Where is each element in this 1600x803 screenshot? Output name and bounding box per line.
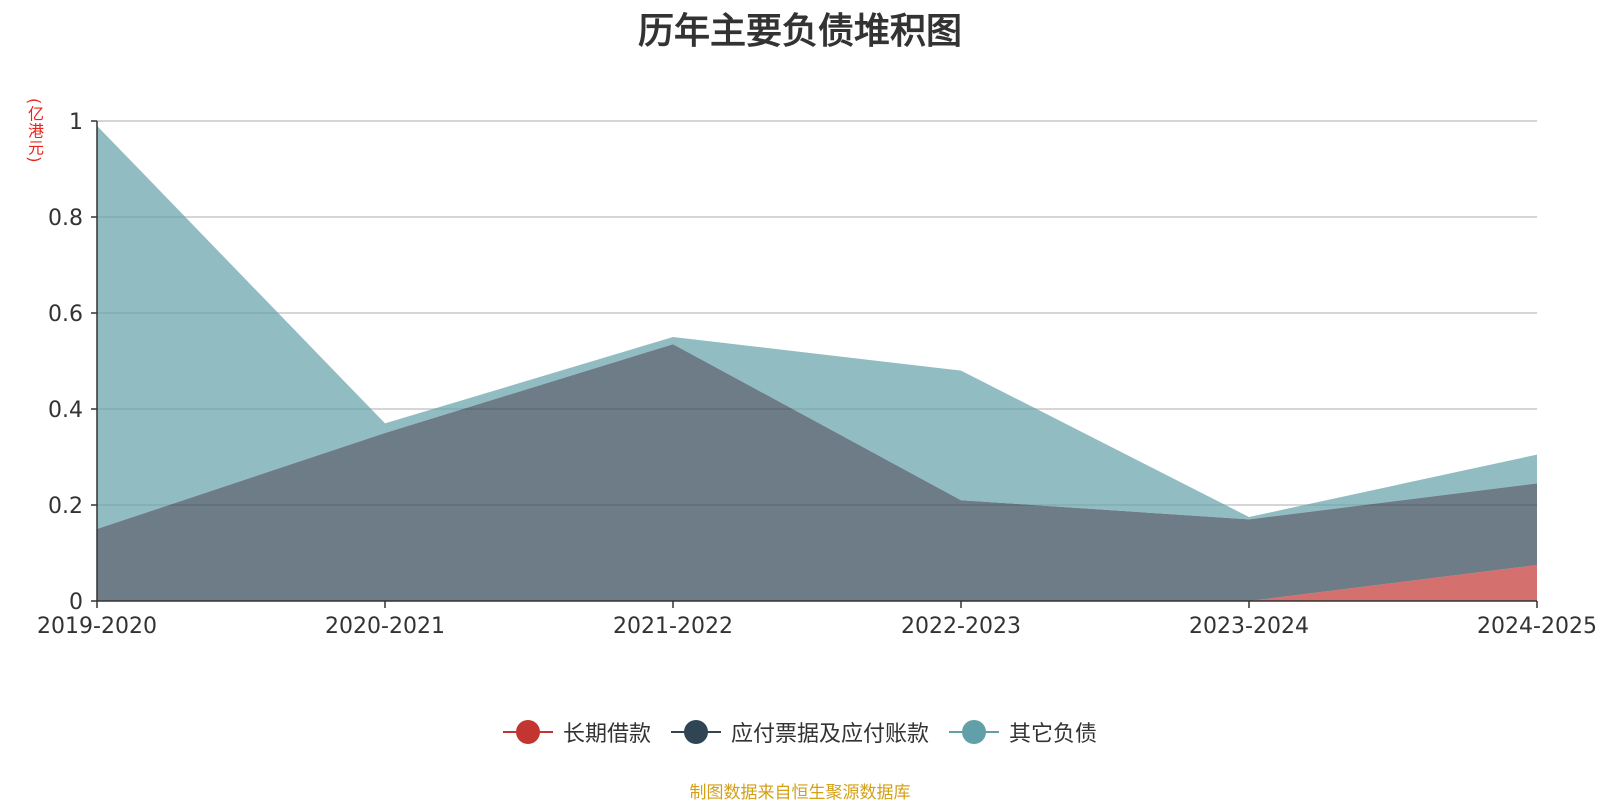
legend-swatch-icon (949, 720, 999, 744)
data-source-note: 制图数据来自恒生聚源数据库 (689, 783, 911, 803)
x-tick-label-0: 2019-2020 (37, 614, 157, 639)
y-tick-label-0: 0 (69, 590, 83, 615)
x-tick-label-4: 2023-2024 (1189, 614, 1309, 639)
x-tick-label-1: 2020-2021 (325, 614, 445, 639)
legend-label: 长期借款 (562, 722, 651, 747)
y-tick-label-5: 1 (69, 110, 83, 135)
legend-item-0[interactable]: 长期借款 (502, 716, 651, 748)
chart-legend: 长期借款 应付票据及应付账款 其它负债 (0, 716, 1600, 748)
legend-swatch-icon (502, 720, 553, 744)
chart-title: 历年主要负债堆积图 (637, 11, 962, 52)
legend-label: 其它负债 (1009, 722, 1098, 747)
area-series-2 (97, 125, 1537, 530)
x-tick-label-2: 2021-2022 (613, 614, 733, 639)
legend-label: 应付票据及应付账款 (730, 722, 929, 747)
x-tick-label-5: 2024-2025 (1477, 614, 1597, 639)
y-tick-label-3: 0.6 (48, 302, 83, 327)
y-tick-label-2: 0.4 (48, 398, 83, 423)
area-series-1 (97, 344, 1537, 601)
y-tick-label-4: 0.8 (48, 206, 83, 231)
legend-item-2[interactable]: 其它负债 (949, 716, 1097, 748)
legend-item-1[interactable]: 应付票据及应付账款 (670, 716, 929, 748)
legend-swatch-icon (670, 720, 721, 744)
y-axis-unit-label: (亿港元) (25, 98, 44, 164)
x-tick-label-3: 2022-2023 (901, 614, 1021, 639)
y-tick-label-1: 0.2 (48, 494, 83, 519)
area-series-0 (97, 565, 1537, 601)
